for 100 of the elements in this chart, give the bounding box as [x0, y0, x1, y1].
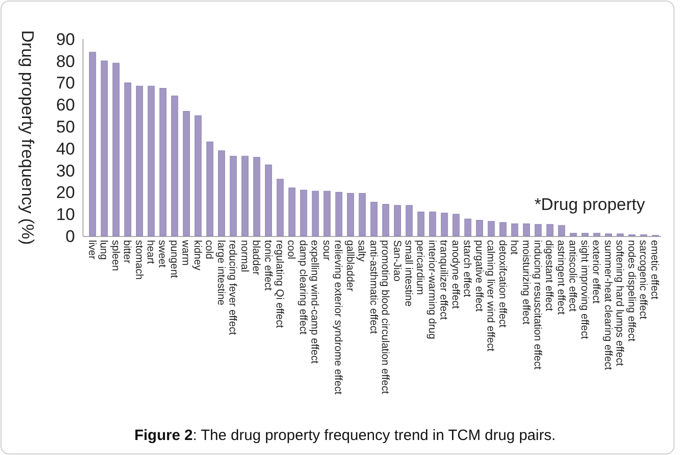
bar [312, 190, 319, 236]
x-tick-label: regulating Qi effect [274, 240, 286, 328]
x-tick-label: cool [285, 240, 298, 260]
x-tick-label: calming liver wind effect [484, 240, 497, 352]
bar [440, 212, 448, 236]
bar [347, 193, 354, 236]
bar [242, 156, 248, 236]
bar [253, 156, 260, 236]
x-tick-label: anti-asthmatic effect [367, 240, 380, 334]
bar [100, 60, 108, 236]
bar [582, 232, 589, 236]
x-tick-label: hot [508, 240, 520, 255]
bar [370, 202, 378, 236]
bar [182, 110, 190, 236]
x-tick-label: moisturizing effect [520, 240, 532, 325]
x-tick-label: digestant effect [543, 240, 556, 312]
x-tick-label: nodes dispeling effect [625, 240, 638, 342]
caption: Figure 2: The drug property frequency trend in TCM drug pairs. [134, 427, 556, 444]
x-tick-label: interior-warming drug [426, 240, 438, 340]
y-axis-title: Drug property frequency (%) [18, 30, 38, 245]
bar [194, 115, 202, 236]
x-tick-label: sarcogenic effect [637, 240, 650, 320]
x-tick-label: bitter [121, 240, 134, 264]
x-tick-label: expelling wind-camp effect [308, 240, 321, 364]
bar [230, 156, 237, 236]
bar [335, 192, 342, 236]
y-tick-label: 40 [56, 139, 75, 158]
x-tick-label: detoxifcation effect [496, 240, 508, 328]
x-tick-label: tonic effect [262, 240, 274, 291]
bar [112, 62, 120, 236]
bar [324, 190, 331, 236]
x-tick-label: sweet [156, 240, 168, 268]
bar [136, 86, 143, 236]
x-tick-label: large intestine [214, 240, 227, 306]
y-tick-label: 10 [56, 205, 75, 224]
bar [464, 218, 472, 236]
y-tick-label: 90 [56, 30, 75, 49]
y-tick-label: 50 [56, 118, 75, 137]
bar [534, 224, 542, 236]
x-tick-label: softening hard lumps effect [614, 240, 626, 366]
bar [288, 188, 296, 236]
bar [171, 96, 178, 236]
y-tick-label: 60 [56, 96, 75, 115]
bar [546, 224, 554, 236]
bar [570, 232, 577, 236]
x-tick-label: gallbladder [344, 240, 356, 292]
y-tick-label: 20 [56, 183, 75, 202]
x-tick-label: San-Jiao [390, 240, 403, 282]
bar [394, 205, 401, 236]
bar [593, 232, 600, 236]
x-tick-label: heart [144, 240, 157, 264]
bar [406, 205, 413, 236]
x-tick-label: relieving exterior syndrome effect [332, 240, 344, 395]
x-tick-label: reducing fever effect [226, 240, 239, 336]
y-tick-label: 0 [66, 226, 75, 246]
x-tick-label: purgative effect [472, 240, 485, 312]
x-tick-label: spleen [109, 240, 122, 272]
bar [417, 212, 424, 236]
bar [206, 142, 214, 236]
bar [89, 52, 96, 236]
bar [159, 88, 166, 236]
y-tick-label: 80 [56, 52, 75, 71]
y-tick-label: 70 [56, 74, 75, 93]
bar [148, 86, 155, 236]
x-tick-label: small intestine [402, 240, 415, 307]
bar [511, 223, 518, 236]
x-tick-label: liver [86, 240, 98, 260]
bar [124, 82, 132, 236]
x-tick-label: astringent effect [554, 240, 567, 315]
x-tick-label: kidney [191, 240, 204, 272]
x-tick-label: summer-heat clearing effect [602, 240, 614, 370]
bar [300, 190, 308, 236]
x-tick-label: promoting blood circulation effect [379, 240, 392, 394]
x-tick-label: warm [180, 239, 192, 266]
x-tick-label: stomach [132, 240, 145, 280]
bar [500, 222, 506, 236]
x-tick-label: pericardium [414, 240, 426, 296]
x-tick-label: damp clearing effect [296, 240, 309, 334]
x-tick-label: pungent [168, 240, 180, 278]
x-tick-label: salty [356, 240, 368, 262]
x-tick-label: exterior effect [590, 240, 602, 304]
x-tick-label: inducing resuscitation effect [531, 240, 544, 370]
bar [382, 204, 390, 236]
x-tick-label: antiscolic effect [566, 240, 579, 312]
bar [429, 212, 436, 236]
bar [218, 150, 226, 236]
x-tick-label: cold [203, 240, 216, 260]
x-tick-label: tranquilizer effect [438, 240, 450, 320]
bar [476, 220, 484, 236]
x-tick-label: normal [238, 240, 250, 272]
x-tick-label: anodyne effect [449, 240, 462, 309]
annotation: *Drug property [534, 195, 646, 214]
y-tick-label: 30 [56, 161, 75, 180]
bar [276, 178, 284, 236]
bar [558, 225, 566, 236]
x-tick-label: bladder [250, 240, 262, 276]
bar [522, 223, 530, 236]
x-tick-label: emetic effect [648, 240, 661, 300]
bar [488, 221, 495, 236]
bar [452, 214, 460, 236]
